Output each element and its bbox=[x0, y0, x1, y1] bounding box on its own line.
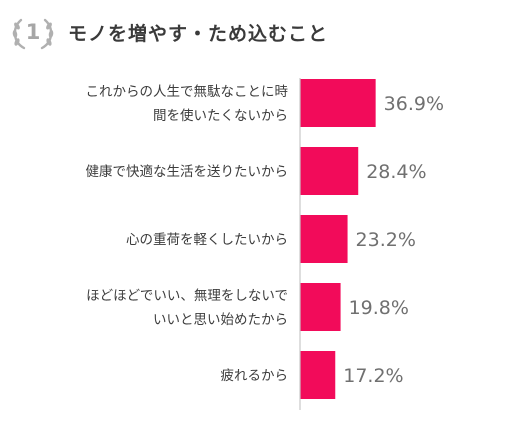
data-label: 17.2% bbox=[343, 365, 403, 387]
data-label: 28.4% bbox=[366, 161, 426, 183]
bar bbox=[300, 147, 359, 195]
category-label: ほどほどでいい、無理をしないで bbox=[86, 288, 288, 304]
laurel-badge-icon: 1 bbox=[10, 12, 56, 52]
bar bbox=[300, 79, 376, 127]
bar bbox=[300, 215, 348, 263]
data-label: 23.2% bbox=[356, 229, 416, 251]
badge-number: 1 bbox=[25, 20, 41, 44]
category-label: いいと思い始めたから bbox=[153, 312, 288, 328]
bar bbox=[300, 283, 341, 331]
data-label: 36.9% bbox=[384, 93, 444, 115]
category-label: 間を使いたくないから bbox=[153, 107, 288, 124]
bar bbox=[300, 351, 336, 399]
category-label: 健康で快適な生活を送りたいから bbox=[86, 163, 289, 180]
data-label: 19.8% bbox=[349, 297, 409, 319]
category-label: 疲れるから bbox=[221, 367, 289, 384]
category-label: 心の重荷を軽くしたいから bbox=[126, 232, 288, 248]
chart-header: 1 モノを増やす・ため込むこと bbox=[10, 12, 328, 52]
chart-title: モノを増やす・ため込むこと bbox=[68, 22, 329, 45]
category-label: これからの人生で無駄なことに時 bbox=[86, 84, 289, 100]
